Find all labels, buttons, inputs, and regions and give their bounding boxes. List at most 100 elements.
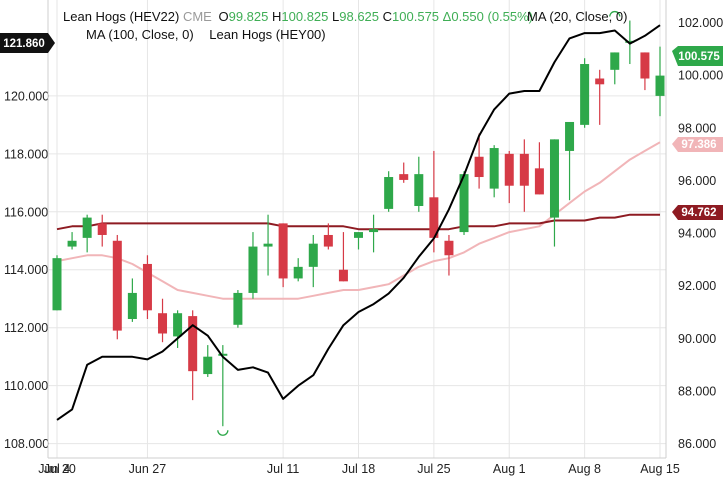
candle-jul-18[interactable] <box>354 232 363 250</box>
candle-body <box>203 356 213 375</box>
candle-jul-20[interactable] <box>384 171 394 212</box>
candle-body <box>640 52 650 79</box>
candle-jun-29[interactable] <box>173 310 183 348</box>
candle-jul-28[interactable] <box>474 133 484 189</box>
candle-body <box>399 174 409 180</box>
candle-jun-27[interactable] <box>142 255 152 320</box>
legend-ma20[interactable]: MA (20, Close, 0) <box>527 9 628 24</box>
left-tick-label: 114.000 <box>4 263 48 277</box>
candle-body <box>655 75 665 96</box>
candle-jun-16[interactable] <box>52 255 62 311</box>
candle-body <box>429 197 439 238</box>
candle-jul-5[interactable] <box>218 345 228 427</box>
candle-body <box>474 156 484 178</box>
candle-body <box>218 353 228 356</box>
candle-body <box>52 258 62 311</box>
candle-body <box>565 121 575 151</box>
event-marker[interactable] <box>217 430 229 436</box>
candle-jul-1[interactable] <box>203 345 213 377</box>
legend-c-label: C <box>382 9 393 24</box>
candle-aug-15[interactable] <box>655 46 665 117</box>
candle-jul-29[interactable] <box>489 145 499 198</box>
candle-body <box>67 240 77 247</box>
event-marker[interactable] <box>609 10 621 17</box>
legend-c-value: 100.575 <box>392 9 440 24</box>
candle-aug-5[interactable] <box>565 121 575 201</box>
right-price-axis: 86.000 88.000 90.000 92.000 94.000 96.000 98.0… <box>678 16 723 451</box>
candle-aug-12[interactable] <box>640 52 650 91</box>
candle-jul-7[interactable] <box>248 232 258 299</box>
left-tick-label: 108.000 <box>4 437 49 451</box>
legend-ma100[interactable]: MA (100, Close, 0) <box>86 27 194 42</box>
ma100-value-text: 94.762 <box>681 207 716 219</box>
legend-compare[interactable]: Lean Hogs (HEY00) <box>209 27 326 42</box>
candle-body <box>459 174 469 233</box>
right-tick-label: 98.000 <box>678 121 716 135</box>
left-tick-label: 118.000 <box>4 147 48 161</box>
markers <box>217 10 621 436</box>
ma20-value-text: 97.386 <box>681 139 716 151</box>
left-tick-label: 110.000 <box>4 379 48 393</box>
candles[interactable] <box>52 20 665 427</box>
ma100-line <box>56 213 660 231</box>
ma100-polyline <box>56 213 660 231</box>
candle-body <box>127 292 137 320</box>
candle-jul-11[interactable] <box>278 223 288 288</box>
candle-aug-4[interactable] <box>549 139 559 247</box>
candle-jul-21[interactable] <box>399 162 409 183</box>
candle-body <box>142 263 152 311</box>
candle-body <box>173 313 183 337</box>
x-tick-label: Jul 25 <box>417 462 450 476</box>
candle-jul-6[interactable] <box>233 290 243 328</box>
ma20-value-badge: 97.386 <box>672 137 723 152</box>
candle-aug-3[interactable] <box>534 142 544 195</box>
candle-jul-26[interactable] <box>444 234 454 276</box>
candle-body <box>595 78 605 85</box>
candle-jun-24[interactable] <box>127 278 137 322</box>
legend-row-1: Lean Hogs (HEV22) CME O99.825 H100.825 L… <box>63 9 533 24</box>
candle-body <box>354 232 363 238</box>
candle-jun-23[interactable] <box>112 234 122 340</box>
date-axis: Jun 20 Jun 27 Jul 4 Jul 11 Jul 18 Jul 25 Aug 1… <box>38 0 680 476</box>
left-price-axis: 108.000 110.000 112.000 114.000 116.000 118.0… <box>4 89 49 451</box>
candle-aug-1[interactable] <box>504 150 514 204</box>
x-tick-label: Jul 4 <box>44 462 70 476</box>
candle-jun-28[interactable] <box>158 298 168 343</box>
candle-body <box>534 168 544 195</box>
candle-jun-22[interactable] <box>97 214 107 247</box>
candle-jul-12[interactable] <box>293 258 303 282</box>
candle-aug-9[interactable] <box>595 69 605 125</box>
candle-jul-27[interactable] <box>459 171 469 235</box>
candle-body <box>323 234 333 247</box>
candle-jul-22[interactable] <box>414 156 424 212</box>
candle-jul-14[interactable] <box>323 223 333 250</box>
candle-jun-17[interactable] <box>67 232 77 250</box>
candle-aug-10[interactable] <box>610 52 620 85</box>
candle-aug-2[interactable] <box>519 139 529 212</box>
crosshair-price-badge: 121.860 <box>0 33 55 53</box>
x-tick-label: Aug 1 <box>493 462 526 476</box>
candle-jul-25[interactable] <box>429 150 439 253</box>
candle-body <box>549 139 559 218</box>
candle-jul-8[interactable] <box>263 214 273 276</box>
candle-jul-15[interactable] <box>338 232 348 282</box>
candle-body <box>489 148 499 189</box>
candle-jul-13[interactable] <box>308 234 318 288</box>
ma100-value-badge: 94.762 <box>672 205 723 220</box>
compare-line <box>56 24 661 421</box>
candle-jun-30[interactable] <box>188 310 198 401</box>
right-tick-label: 90.000 <box>678 332 716 346</box>
candle-body <box>233 292 243 325</box>
left-tick-label: 116.000 <box>4 205 48 219</box>
candle-jul-19[interactable] <box>369 214 379 253</box>
candle-body <box>248 246 258 293</box>
candle-aug-8[interactable] <box>580 58 590 128</box>
candle-body <box>580 64 590 125</box>
legend-symbol[interactable]: Lean Hogs (HEV22) <box>63 9 180 24</box>
ma20-polyline <box>56 141 661 300</box>
legend-h-value: 100.825 <box>281 9 329 24</box>
right-tick-label: 92.000 <box>678 279 716 293</box>
candle-jun-21[interactable] <box>82 214 92 253</box>
right-tick-label: 94.000 <box>678 227 716 241</box>
